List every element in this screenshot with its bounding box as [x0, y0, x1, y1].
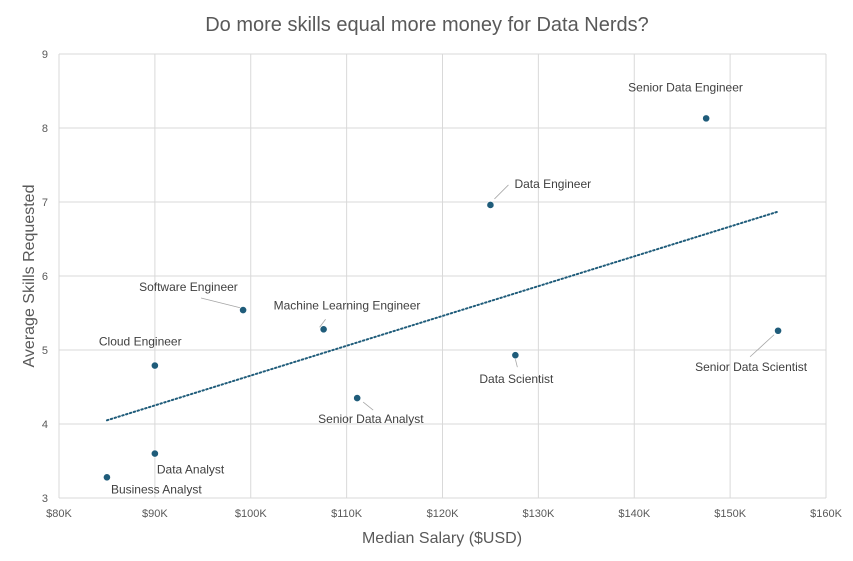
x-tick-label: $140K	[618, 508, 650, 520]
trendline-layer	[105, 210, 780, 422]
trendline	[105, 210, 780, 422]
x-tick-label: $130K	[522, 508, 554, 520]
data-point	[511, 351, 520, 360]
y-tick-label: 3	[42, 493, 48, 505]
tick-labels: $80K $90K $100K $110K $120K $130K $140K $150K $1…	[42, 49, 843, 520]
y-tick-label: 8	[42, 123, 48, 135]
leader-line	[494, 184, 509, 200]
data-point	[103, 473, 111, 482]
data-point	[486, 201, 495, 209]
point-label: Business Analyst	[111, 482, 202, 496]
gridlines	[58, 53, 827, 499]
data-point	[150, 449, 159, 458]
point-label: Data Scientist	[479, 372, 554, 386]
point-label: Senior Data Engineer	[628, 80, 743, 94]
data-points	[103, 114, 782, 482]
y-axis-title: Average Skills Requested	[21, 185, 38, 368]
y-tick-label: 6	[42, 271, 48, 283]
point-label: Senior Data Scientist	[695, 360, 808, 374]
data-point	[150, 361, 159, 370]
x-tick-label: $120K	[427, 508, 459, 520]
leader-line	[319, 319, 326, 328]
data-point	[353, 394, 362, 402]
x-tick-label: $80K	[46, 508, 72, 520]
x-axis-title: Median Salary ($USD)	[362, 530, 522, 547]
x-tick-label: $150K	[714, 508, 746, 520]
point-label: Machine Learning Engineer	[274, 298, 421, 312]
point-label: Data Engineer	[514, 177, 591, 191]
y-tick-label: 9	[42, 49, 48, 61]
leader-line	[514, 359, 518, 368]
leader-lines	[200, 184, 775, 411]
x-tick-label: $160K	[810, 508, 842, 520]
y-tick-label: 5	[42, 345, 48, 357]
x-tick-label: $110K	[331, 508, 363, 520]
data-point	[702, 114, 711, 123]
point-label: Software Engineer	[139, 280, 238, 294]
leader-line	[362, 401, 374, 411]
y-tick-label: 4	[42, 419, 48, 431]
data-point	[239, 306, 247, 314]
point-label: Cloud Engineer	[99, 335, 182, 349]
x-tick-label: $100K	[235, 508, 267, 520]
leader-line	[749, 334, 775, 358]
point-labels: Business Analyst Data Analyst Cloud Engine…	[99, 80, 808, 496]
x-tick-label: $90K	[142, 508, 168, 520]
chart-title: Do more skills equal more money for Data…	[205, 14, 649, 36]
y-tick-label: 7	[42, 197, 48, 209]
data-point	[774, 326, 782, 335]
point-label: Senior Data Analyst	[318, 412, 424, 426]
leader-line	[200, 297, 242, 309]
point-label: Data Analyst	[157, 463, 225, 477]
data-point	[319, 325, 328, 334]
